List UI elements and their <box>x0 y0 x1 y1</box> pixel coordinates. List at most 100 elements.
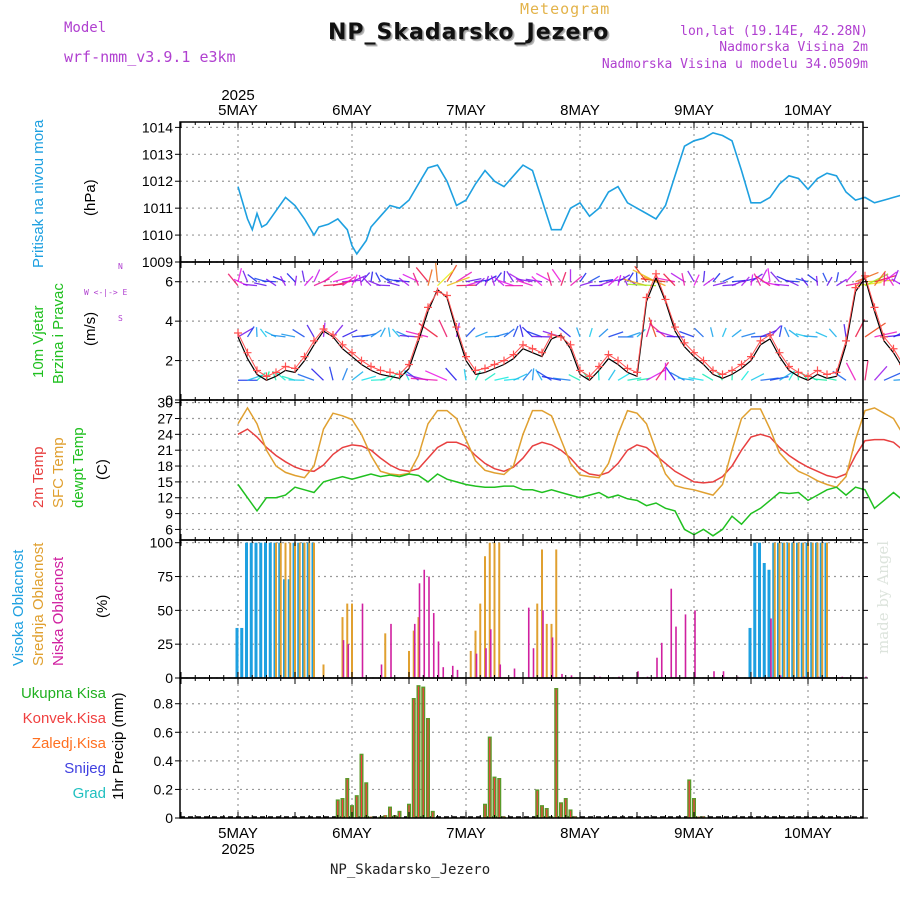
cloud-low-bar <box>456 669 459 678</box>
wind-gust-marker <box>785 362 793 371</box>
wind-gust-marker <box>243 348 252 357</box>
cloud-mid-bar <box>284 542 287 678</box>
wind-gust-marker <box>538 348 546 357</box>
precip-conv-bar <box>536 790 538 818</box>
bottom-day-label: 9MAY <box>674 825 714 842</box>
wind-direction-arrow <box>519 324 524 338</box>
wind-direction-arrow <box>493 272 502 283</box>
wind-direction-arrow <box>815 331 828 338</box>
wind-gust-marker <box>576 366 584 375</box>
cloud-mid-bar <box>279 542 282 678</box>
wind-direction-arrow <box>455 322 460 338</box>
wind-gust-marker <box>490 360 499 369</box>
wind-direction-arrow <box>265 278 277 287</box>
cloud-high-bar <box>268 542 272 678</box>
wind-gust-marker <box>414 332 423 341</box>
precip-conv-bar <box>688 780 690 818</box>
wind-gust-marker <box>747 352 755 361</box>
wind-direction-arrow <box>741 332 756 338</box>
y-tick-label: 25 <box>157 636 173 652</box>
wind-direction-arrow <box>770 271 780 283</box>
wind-direction-arrow <box>394 279 410 283</box>
wind-gust-marker <box>813 366 822 375</box>
wind-direction-arrow <box>873 270 887 287</box>
wind-direction-arrow <box>386 278 400 283</box>
y-tick-label: 2 <box>165 353 173 369</box>
cloud-low-bar <box>418 583 421 678</box>
cloud-high-bar <box>264 542 267 678</box>
cloud-low-bar <box>413 623 416 678</box>
wind-direction-arrow <box>874 331 897 338</box>
cloud-low-bar <box>779 675 782 678</box>
wind-direction-arrow <box>313 278 330 287</box>
wind-direction-arrow <box>484 275 490 286</box>
cloud-low-bar <box>342 640 345 678</box>
wind-direction-arrow <box>788 329 799 338</box>
cloud-low-bar <box>513 668 516 678</box>
wind-direction-arrow <box>558 326 571 338</box>
y-tick-label: 0.8 <box>154 696 174 712</box>
cloud-mid-bar <box>816 542 819 678</box>
wind-gust-marker <box>547 330 556 339</box>
precip-conv-bar <box>384 815 386 818</box>
precip-conv-bar <box>365 783 367 818</box>
y-tick-label: 6 <box>165 274 173 290</box>
wind-direction-arrow <box>405 330 429 338</box>
wind-direction-arrow <box>687 270 695 283</box>
wind-direction-arrow <box>516 279 533 287</box>
wind-direction-arrow <box>259 328 268 338</box>
precip-conv-bar <box>560 803 562 818</box>
precip-conv-bar <box>565 799 567 818</box>
wind-direction-arrow <box>294 275 298 286</box>
wind-direction-arrow <box>342 329 358 338</box>
wind-gust-marker <box>889 344 898 353</box>
wind-direction-arrow <box>531 276 543 287</box>
compass-north: N <box>118 262 123 271</box>
wind-direction-arrow <box>712 272 721 283</box>
cloud-mid-bar <box>479 603 482 678</box>
bottom-day-label: 10MAY <box>784 825 832 842</box>
cloud-mid-bar <box>412 630 415 678</box>
wind-direction-arrow <box>398 277 410 287</box>
cloud-mid-bar <box>550 623 553 678</box>
cloud-low-bar <box>380 664 383 678</box>
wind-direction-arrow <box>490 275 496 286</box>
cloud-low-bar <box>442 667 445 678</box>
panel-frame <box>179 121 864 263</box>
precip-conv-bar <box>337 800 339 818</box>
wind-direction-arrow <box>376 284 391 287</box>
wind-gust-marker <box>481 364 489 373</box>
wind-direction-arrow <box>803 335 818 338</box>
cloud-mid-bar <box>351 603 353 678</box>
cloud-mid-bar <box>408 650 410 678</box>
wind-gust-marker <box>386 368 394 377</box>
bottom-day-label: 5MAY <box>218 825 258 842</box>
y-tick-label: 1013 <box>142 146 173 162</box>
wind-direction-arrow <box>535 272 552 283</box>
y-tick-label: 0.6 <box>154 724 174 740</box>
wind-direction-arrow <box>835 272 840 282</box>
y-tick-label: 21 <box>157 442 173 458</box>
wind-direction-arrow <box>681 272 686 286</box>
wind-direction-arrow <box>588 327 593 338</box>
wind-direction-arrow <box>271 334 286 338</box>
cloud-low-bar <box>485 648 487 678</box>
wind-direction-arrow <box>427 269 433 286</box>
wind-direction-arrow <box>892 269 899 282</box>
y-tick-label: 15 <box>157 474 173 490</box>
wind-direction-arrow <box>883 272 886 286</box>
wind-direction-arrow <box>446 264 458 283</box>
cloud-low-bar <box>432 613 435 678</box>
cloud-mid-bar <box>811 542 814 678</box>
cloud-low-bar <box>865 676 867 678</box>
meteogram-label: Meteogram <box>520 0 611 18</box>
cloud-mid-bar <box>545 623 548 678</box>
y-tick-label: 0 <box>165 392 173 408</box>
wind-gust-marker <box>633 368 641 377</box>
wind-gust-marker <box>804 372 812 381</box>
wind-direction-arrow <box>328 366 334 381</box>
cloud-mid-bar <box>807 542 809 678</box>
wind-direction-arrow <box>361 332 377 338</box>
wind-direction-arrow <box>579 281 593 287</box>
wind-direction-arrow <box>597 370 600 381</box>
